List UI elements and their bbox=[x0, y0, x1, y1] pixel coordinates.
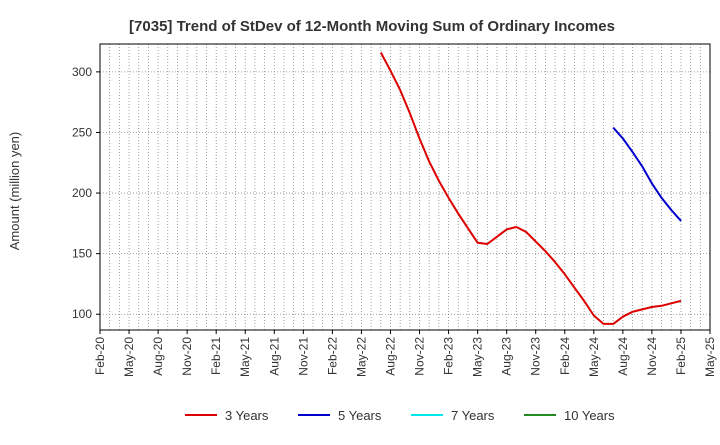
x-tick-label: May-20 bbox=[122, 337, 136, 377]
y-tick-label: 300 bbox=[72, 65, 92, 79]
x-axis-ticks: Feb-20 May-20 Aug-20 Nov-20 Feb-21 May-21 Aug-… bbox=[93, 330, 717, 377]
x-tick-label: May-21 bbox=[238, 337, 252, 377]
x-tick-label: Nov-22 bbox=[413, 337, 427, 376]
x-tick-label: Feb-20 bbox=[93, 337, 107, 375]
x-tick-label: May-25 bbox=[703, 337, 717, 377]
series-line-3-years bbox=[379, 52, 682, 325]
series-lines bbox=[379, 52, 682, 325]
x-tick-label: May-24 bbox=[587, 337, 601, 377]
y-tick-label: 100 bbox=[72, 307, 92, 321]
y-tick-label: 250 bbox=[72, 125, 92, 139]
grid-lines bbox=[100, 44, 710, 330]
y-axis-ticks: 100 150 200 250 300 bbox=[72, 65, 100, 321]
x-tick-label: Nov-21 bbox=[296, 337, 310, 376]
legend-label: 5 Years bbox=[338, 408, 382, 423]
x-tick-label: May-23 bbox=[471, 337, 485, 377]
chart-title: [7035] Trend of StDev of 12-Month Moving… bbox=[129, 18, 615, 35]
x-tick-label: Nov-23 bbox=[529, 337, 543, 376]
x-tick-label: Feb-24 bbox=[558, 337, 572, 375]
x-tick-label: Feb-22 bbox=[325, 337, 339, 375]
x-tick-label: Feb-23 bbox=[442, 337, 456, 375]
y-axis-label: Amount (million yen) bbox=[7, 132, 22, 251]
y-tick-label: 200 bbox=[72, 186, 92, 200]
x-tick-label: Nov-20 bbox=[180, 337, 194, 376]
x-tick-label: Feb-25 bbox=[674, 337, 688, 375]
legend-label: 7 Years bbox=[451, 408, 495, 423]
series-line-5-years bbox=[612, 126, 682, 222]
legend-label: 3 Years bbox=[225, 408, 269, 423]
legend: 3 Years 5 Years 7 Years 10 Years bbox=[185, 408, 615, 423]
plot-area-border bbox=[99, 43, 711, 331]
x-tick-label: Aug-20 bbox=[151, 337, 165, 376]
x-tick-label: Aug-21 bbox=[267, 337, 281, 376]
x-tick-label: May-22 bbox=[354, 337, 368, 377]
legend-label: 10 Years bbox=[564, 408, 615, 423]
x-tick-label: Aug-22 bbox=[383, 337, 397, 376]
x-tick-label: Nov-24 bbox=[645, 337, 659, 376]
x-tick-label: Aug-23 bbox=[500, 337, 514, 376]
x-tick-label: Feb-21 bbox=[209, 337, 223, 375]
x-tick-label: Aug-24 bbox=[616, 337, 630, 376]
y-tick-label: 150 bbox=[72, 247, 92, 261]
